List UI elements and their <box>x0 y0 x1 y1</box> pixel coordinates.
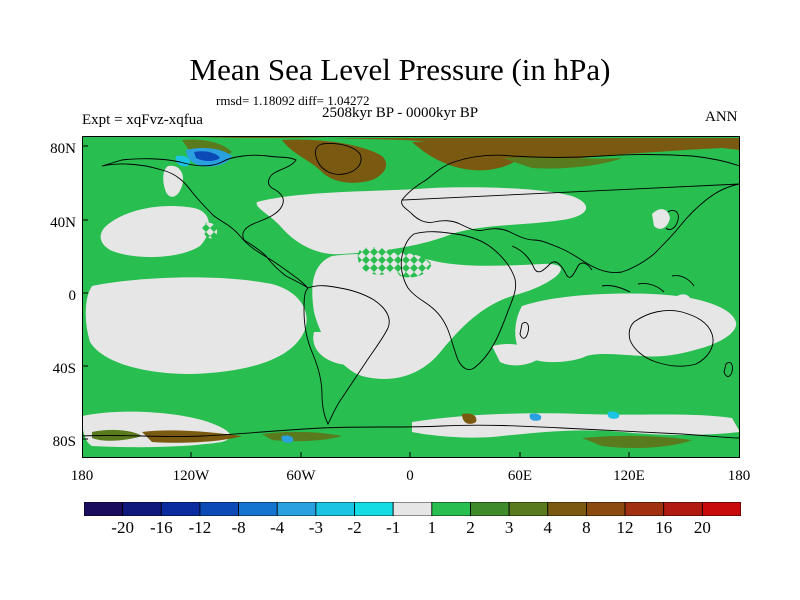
japan-coast <box>665 209 679 231</box>
colorbar-label: 4 <box>543 518 553 537</box>
colorbar-label: -4 <box>270 518 285 537</box>
lat-label-80n: 80N <box>50 141 76 157</box>
lon-label-180w: 180 <box>70 468 94 484</box>
colorbar-label: 12 <box>616 518 634 537</box>
colorbar-swatch <box>586 502 626 516</box>
madagascar-coast <box>519 321 529 339</box>
north-pacific-band <box>163 165 184 197</box>
colorbar-swatch <box>624 502 665 516</box>
se-asia-islands <box>601 275 695 293</box>
lat-label-40s: 40S <box>52 361 76 377</box>
colorbar-swatch <box>470 502 510 516</box>
colorbar-swatch <box>663 502 703 516</box>
lon-label-60e: 60E <box>507 468 533 484</box>
colorbar-label: 2 <box>466 518 475 537</box>
north-pacific-high <box>100 206 210 258</box>
stats-readout: rmsd= 1.18092 diff= 1.04272 <box>216 93 370 108</box>
colorbar-swatch <box>701 502 741 516</box>
lon-label-120e: 120E <box>613 468 645 484</box>
colorbar-swatch <box>160 502 201 516</box>
greenland-negative <box>175 148 620 443</box>
colorbar-swatch <box>431 502 471 516</box>
colorbar-label: -1 <box>386 518 401 537</box>
lon-label-180e: 180 <box>727 468 751 484</box>
colorbar-label: 16 <box>655 518 673 537</box>
colorbar-swatch <box>199 502 239 516</box>
colorbar-label: 3 <box>504 518 514 537</box>
south-atlantic-high <box>313 332 429 367</box>
colorbar-swatch <box>315 502 355 516</box>
colorbar-swatch <box>354 502 394 516</box>
lat-label-40n: 40N <box>50 215 76 231</box>
south-asia-coast <box>511 245 593 278</box>
south-indian-tongue <box>492 344 542 366</box>
colorbar-swatch <box>547 502 587 516</box>
colorbar-label: -3 <box>308 518 323 537</box>
period-label: 2508kyr BP - 0000kyr BP <box>322 105 479 121</box>
colorbar-label: 1 <box>427 518 437 537</box>
western-pacific-patch <box>676 294 692 311</box>
colorbar-label: 8 <box>582 518 591 537</box>
chart-title: Mean Sea Level Pressure (in hPa) <box>189 52 611 87</box>
lon-label-0: 0 <box>406 468 414 484</box>
colorbar-swatch <box>508 502 549 516</box>
colorbar-label: -2 <box>347 518 362 537</box>
colorbar-swatch <box>276 502 317 516</box>
east-asia-patch <box>652 209 670 229</box>
lat-label-eq: 0 <box>68 288 77 304</box>
colorbar-swatch <box>238 502 278 516</box>
coastlines <box>82 143 740 439</box>
colorbar-label: 20 <box>693 518 711 537</box>
south-america-coast <box>303 285 390 426</box>
lat-label-80s: 80S <box>52 434 76 450</box>
africa-coast <box>400 231 517 371</box>
antarctic-band <box>412 413 740 438</box>
experiment-label: Expt = xqFvz-xqfua <box>82 112 203 128</box>
north-america-coast <box>101 154 309 289</box>
colorbar <box>84 502 741 516</box>
new-zealand-coast <box>723 361 733 377</box>
colorbar-label: -12 <box>188 518 212 537</box>
map-frame <box>82 136 740 458</box>
eurasia-coast <box>401 154 740 273</box>
colorbar-label: -16 <box>149 518 173 537</box>
pressure-anomaly-map <box>82 136 740 458</box>
significance-stipple <box>202 222 432 278</box>
season-label: ANN <box>705 109 738 125</box>
colorbar-label: -20 <box>111 518 134 537</box>
indian-ocean-high <box>515 293 737 363</box>
colorbar-label: -8 <box>231 518 246 537</box>
lon-label-60w: 60W <box>286 468 316 484</box>
greenland-coast <box>314 143 362 175</box>
colorbar-swatch <box>122 502 162 516</box>
colorbar-swatch <box>84 502 124 516</box>
lon-label-120w: 120W <box>172 468 210 484</box>
neutral-regions <box>82 165 740 448</box>
south-pacific-high <box>85 277 307 374</box>
axis-ticks <box>82 145 630 458</box>
australia-coast <box>628 310 714 367</box>
antarctica-coast <box>82 424 740 439</box>
colorbar-swatch <box>392 502 433 516</box>
